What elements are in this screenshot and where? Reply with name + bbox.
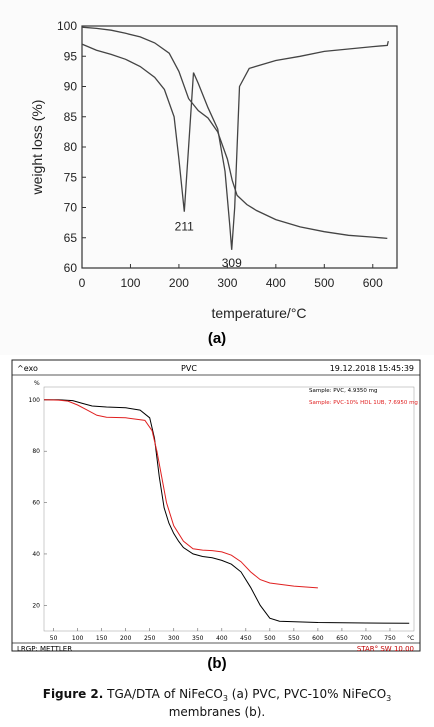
chart-panel-a: 0 100 200 300 400 500 600 60 65 70 75 80 85 90 95 100 … — [0, 0, 434, 355]
chart-b-x-tick-label: 650 — [336, 635, 348, 642]
chart-b-y-unit: % — [34, 380, 40, 387]
chart-b-header-center: PVC — [181, 364, 197, 373]
chart-a-annotation-1: 211 — [175, 220, 194, 234]
chart-b-x-tick-label: 150 — [96, 635, 108, 642]
chart-b-x-tick-label: 550 — [288, 635, 300, 642]
figure-caption: Figure 2. TGA/DTA of NiFeCO3 (a) PVC, PV… — [0, 686, 434, 720]
chart-b-footer-right: STAR° SW 10.00 — [357, 645, 414, 653]
caption-figure-number: Figure 2. — [42, 687, 104, 701]
chart-b-header-right: 19.12.2018 15:45:39 — [330, 364, 414, 373]
chart-b-plot-frame — [43, 386, 415, 632]
panel-label-b: (b) — [207, 655, 227, 672]
chart-b-x-tick-label: 50 — [50, 635, 58, 642]
chart-a-y-tick-label: 75 — [64, 170, 78, 184]
chart-b-x-tick-label: 350 — [192, 635, 204, 642]
chart-a-x-tick-label: 500 — [314, 276, 334, 290]
chart-a-y-axis-label: weight loss (%) — [29, 100, 45, 196]
panel-label-a: (a) — [207, 330, 227, 347]
chart-a-x-tick-label: 0 — [79, 276, 86, 290]
chart-b-series-line-1 — [44, 399, 410, 624]
chart-b-y-tick-label: 20 — [32, 602, 40, 609]
chart-b-x-tick-label: 750 — [384, 635, 396, 642]
chart-b-x-tick-label: 700 — [360, 635, 372, 642]
chart-a-y-tick-label: 80 — [64, 140, 78, 154]
chart-a-y-tick-label: 65 — [64, 231, 78, 245]
chart-b-y-tick-label: 60 — [32, 500, 40, 507]
chart-b-y-tick-label: 80 — [32, 448, 40, 455]
chart-a-x-tick-label: 300 — [217, 276, 237, 290]
chart-panel-b: ^exo PVC 19.12.2018 15:45:39 % 50 100 150 2… — [0, 355, 434, 680]
chart-a-y-tick-label: 70 — [64, 201, 78, 215]
chart-a-y-tick-label: 95 — [64, 49, 78, 63]
chart-a-x-tick-label: 100 — [120, 276, 140, 290]
chart-b-header-left: ^exo — [17, 364, 38, 373]
chart-b-y-tick-label: 100 — [29, 397, 41, 404]
chart-b-footer-left: LRGP: METTLER — [17, 645, 72, 653]
chart-a-y-tick-label: 100 — [57, 19, 77, 33]
chart-a-y-tick-label: 85 — [64, 110, 78, 124]
chart-a-x-tick-label: 400 — [266, 276, 286, 290]
chart-b-x-tick-label: 100 — [72, 635, 84, 642]
chart-b-x-tick-label: 250 — [144, 635, 156, 642]
chart-a-y-tick-label: 60 — [64, 261, 78, 275]
chart-a-annotation-2: 309 — [222, 256, 242, 270]
caption-text-2: (a) PVC, PVC-10% NiFeCO — [227, 687, 387, 701]
chart-b-x-tick-label: 200 — [120, 635, 132, 642]
chart-b-legend-entry-2: Sample: PVC-10% HDL 1UB, 7.6950 mg — [309, 400, 418, 406]
chart-b-legend-entry-1: Sample: PVC, 4.9350 mg — [309, 388, 377, 394]
caption-text-3: membranes (b). — [168, 705, 266, 719]
caption-subscript-1: 3 — [222, 694, 228, 703]
caption-text-1: TGA/DTA of NiFeCO — [103, 687, 223, 701]
chart-b-series-line-2 — [43, 399, 318, 589]
chart-a-y-tick-label: 90 — [64, 80, 78, 94]
chart-a-svg: 0 100 200 300 400 500 600 6065707580859095100 … — [29, 19, 398, 321]
chart-b-x-tick-label: 500 — [264, 635, 276, 642]
chart-b-y-tick-label: 40 — [32, 551, 40, 558]
chart-b-x-tick-label: 400 — [216, 635, 228, 642]
chart-b-x-unit: °C — [407, 635, 414, 642]
chart-b-x-tick-label: 450 — [240, 635, 252, 642]
chart-a-x-axis-label: temperature/°C — [211, 305, 306, 321]
chart-a-series-line-2 — [81, 40, 389, 250]
chart-a-x-tick-label: 200 — [169, 276, 189, 290]
chart-b-x-tick-label: 600 — [312, 635, 324, 642]
chart-a-x-tick-label: 600 — [363, 276, 383, 290]
caption-subscript-2: 3 — [386, 694, 392, 703]
chart-b-svg: ^exo PVC 19.12.2018 15:45:39 % 50 100 150 2… — [11, 359, 421, 653]
chart-b-border — [11, 359, 421, 652]
chart-b-x-tick-label: 300 — [168, 635, 180, 642]
chart-a-plot-frame — [81, 25, 398, 269]
